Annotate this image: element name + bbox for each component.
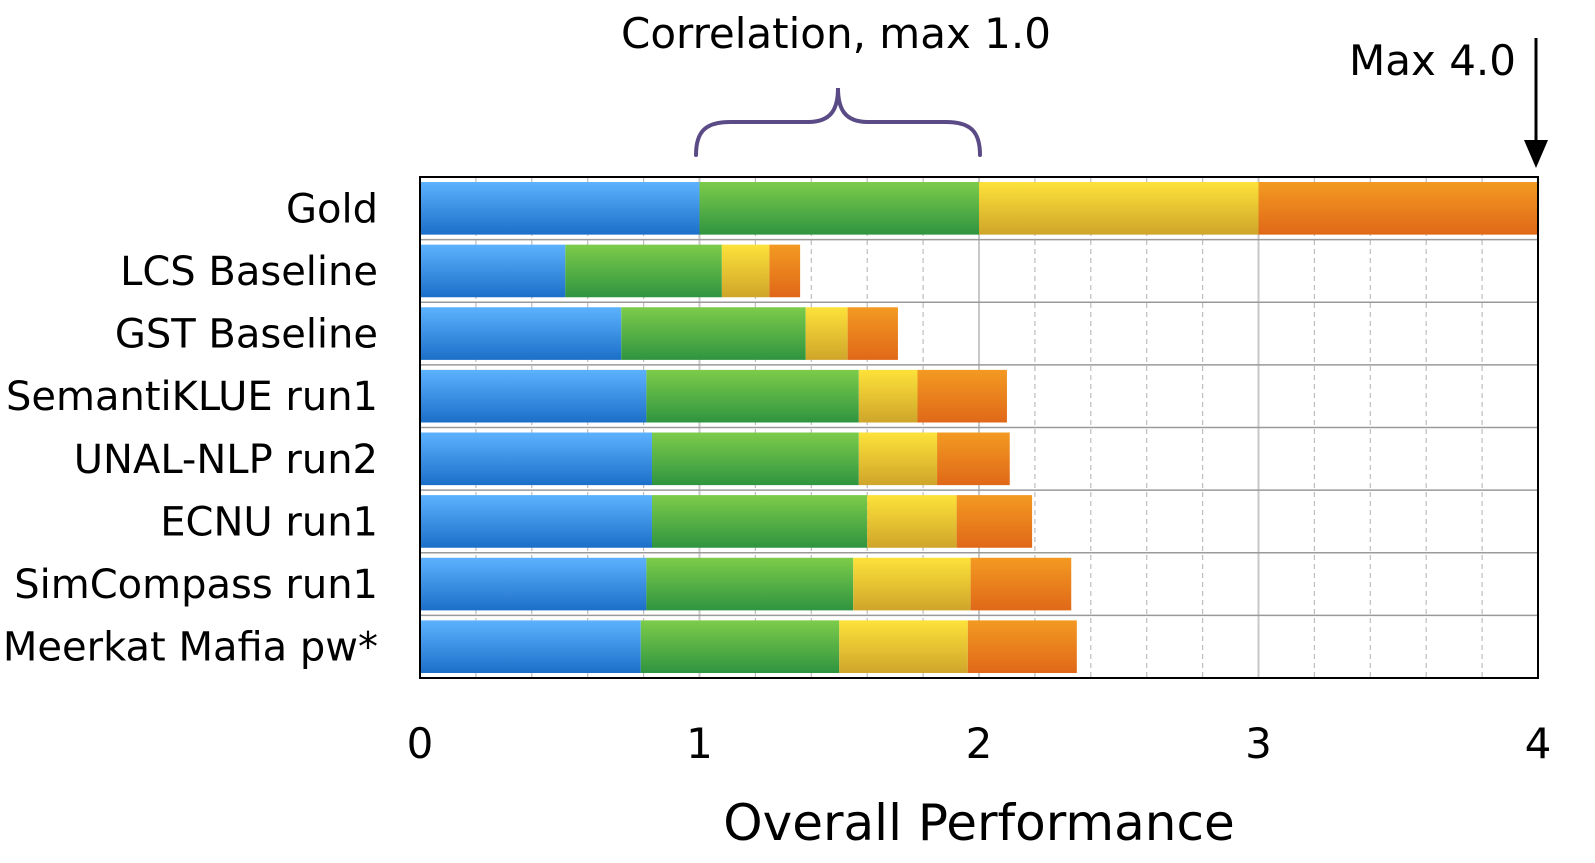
bar-segment-1	[420, 307, 622, 360]
bar-segment-2	[565, 244, 722, 298]
bar-segment-1	[420, 557, 647, 611]
bar-segment-1	[420, 432, 652, 486]
bar-segment-3	[858, 432, 938, 486]
bar-segment-3	[979, 182, 1259, 235]
bar-segment-2	[621, 307, 806, 360]
bar-segment-4	[769, 244, 801, 298]
x-tick-label: 2	[966, 719, 993, 768]
bar-segment-2	[651, 432, 859, 486]
bar-segment-4	[847, 307, 898, 360]
x-tick-labels: 0 1 2 3 4	[407, 719, 1552, 768]
bar-segment-3	[853, 557, 971, 611]
bar-segment-4	[967, 620, 1077, 673]
bar-segment-4	[1258, 182, 1538, 235]
bar-segment-3	[867, 495, 957, 548]
bar-segment-1	[420, 244, 566, 298]
bar-segment-3	[839, 620, 968, 673]
bar-segment-1	[420, 620, 641, 673]
bar-segment-4	[956, 495, 1033, 548]
max-label: Max 4.0	[1349, 36, 1516, 85]
category-label: Meerkat Mafia pw*	[3, 625, 378, 671]
bars	[420, 182, 1538, 673]
bar-segment-2	[699, 182, 979, 235]
x-tick-label: 1	[686, 719, 713, 768]
category-label: SimCompass run1	[14, 562, 378, 608]
category-label: LCS Baseline	[120, 249, 378, 295]
bar-segment-4	[937, 432, 1010, 486]
x-tick-label: 4	[1525, 719, 1552, 768]
category-label: GST Baseline	[115, 312, 378, 358]
bar-segment-2	[646, 369, 859, 423]
bar-segment-1	[420, 495, 652, 548]
x-axis-title: Overall Performance	[723, 794, 1234, 852]
category-label: UNAL-NLP run2	[74, 437, 378, 483]
correlation-label: Correlation, max 1.0	[621, 9, 1051, 58]
category-labels: Gold LCS Baseline GST Baseline SemantiKLUE …	[3, 186, 378, 670]
bar-segment-3	[805, 307, 848, 360]
bar-segment-3	[721, 244, 770, 298]
bar-segment-1	[420, 182, 700, 235]
category-label: ECNU run1	[160, 499, 378, 545]
bar-segment-3	[858, 369, 918, 423]
category-label: Gold	[286, 186, 378, 232]
bar-segment-2	[640, 620, 840, 673]
bar-segment-4	[970, 557, 1072, 611]
x-tick-label: 3	[1245, 719, 1272, 768]
plot-frame	[419, 176, 1539, 679]
x-tick-label: 0	[407, 719, 434, 768]
row-separators	[420, 238, 1538, 617]
bar-segment-1	[420, 369, 647, 423]
max-arrow-head	[1524, 140, 1548, 168]
correlation-brace	[694, 87, 982, 157]
bar-segment-4	[917, 369, 1007, 423]
bar-segment-2	[651, 495, 868, 548]
category-label: SemantiKLUE run1	[6, 374, 378, 420]
bar-segment-2	[646, 557, 854, 611]
